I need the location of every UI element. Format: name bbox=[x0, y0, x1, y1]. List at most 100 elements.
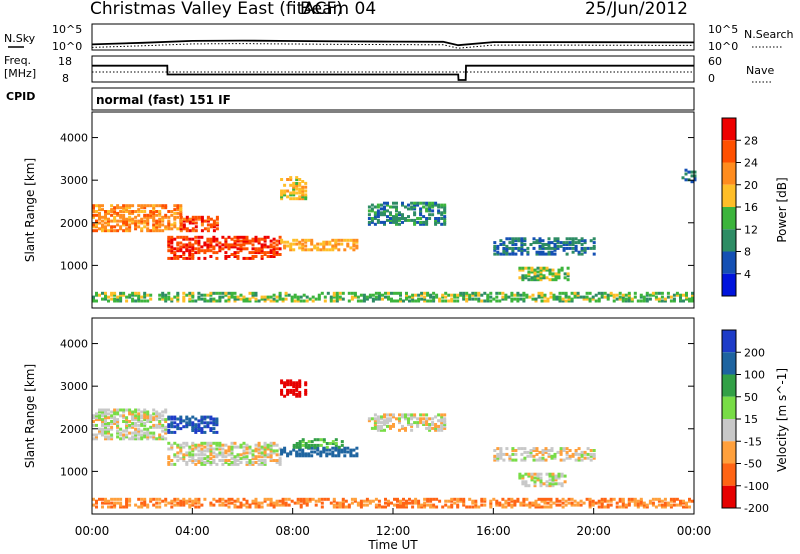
velocity-cell bbox=[188, 459, 192, 462]
velocity-cell bbox=[164, 420, 168, 423]
velocity-cell bbox=[137, 505, 141, 509]
velocity-cell bbox=[556, 450, 560, 454]
power-cell bbox=[522, 299, 526, 303]
velocity-cell bbox=[230, 461, 234, 464]
velocity-cell bbox=[110, 420, 114, 423]
velocity-cell bbox=[194, 497, 198, 501]
velocity-cell bbox=[188, 451, 192, 455]
power-cell bbox=[370, 209, 374, 213]
velocity-cell bbox=[429, 505, 433, 509]
velocity-cell bbox=[554, 482, 558, 486]
power-cell bbox=[275, 253, 279, 256]
power-cell bbox=[212, 239, 216, 243]
power-cell bbox=[116, 299, 120, 303]
power-cell bbox=[349, 238, 353, 242]
power-cell bbox=[200, 229, 204, 233]
velocity-cell bbox=[191, 421, 195, 425]
power-cell bbox=[280, 195, 284, 199]
power-cell bbox=[557, 268, 561, 272]
power-cell bbox=[284, 293, 288, 297]
power-cell bbox=[535, 252, 539, 256]
power-cell bbox=[206, 243, 210, 247]
power-cell bbox=[209, 293, 213, 297]
velocity-cell bbox=[443, 419, 447, 423]
velocity-cell bbox=[125, 501, 129, 505]
velocity-cell bbox=[125, 423, 129, 427]
velocity-cell bbox=[140, 423, 144, 427]
power-cell bbox=[657, 299, 661, 303]
velocity-cell bbox=[322, 450, 326, 454]
velocity-cell bbox=[597, 501, 601, 505]
velocity-cell bbox=[402, 501, 405, 505]
power-cell bbox=[298, 183, 302, 187]
power-cell bbox=[600, 295, 604, 299]
power-cell bbox=[149, 204, 153, 208]
velocity-cell bbox=[155, 497, 159, 501]
power-cell bbox=[541, 250, 545, 254]
power-cell bbox=[179, 221, 183, 225]
power-cell bbox=[191, 291, 195, 295]
velocity-cell bbox=[516, 497, 520, 501]
velocity-cell bbox=[483, 499, 487, 503]
power-cell bbox=[236, 251, 240, 255]
velocity-cell bbox=[529, 454, 533, 458]
power-cell bbox=[526, 250, 530, 254]
power-cell bbox=[533, 268, 537, 272]
power-cell bbox=[353, 293, 357, 297]
power-cell bbox=[504, 295, 508, 299]
velocity-cell bbox=[376, 419, 380, 423]
power-cell bbox=[545, 276, 549, 280]
power-cell bbox=[538, 244, 542, 248]
power-cell bbox=[295, 178, 299, 181]
power-cell bbox=[167, 249, 171, 253]
power-cell bbox=[554, 278, 558, 282]
velocity-cell bbox=[122, 416, 126, 420]
power-cell bbox=[209, 255, 213, 258]
velocity-cell bbox=[197, 461, 201, 464]
power-cell bbox=[408, 299, 411, 303]
power-cell bbox=[194, 247, 198, 251]
velocity-cell bbox=[242, 451, 246, 455]
velocity-cell bbox=[212, 459, 216, 462]
power-cell bbox=[523, 248, 527, 252]
velocity-cell bbox=[173, 499, 177, 503]
velocity-cell bbox=[419, 417, 423, 421]
power-cell bbox=[565, 246, 569, 250]
power-cell bbox=[113, 215, 117, 219]
velocity-cell bbox=[188, 445, 192, 449]
power-cell bbox=[588, 299, 592, 303]
power-cell bbox=[669, 295, 673, 299]
power-cell bbox=[295, 181, 299, 185]
velocity-cell bbox=[474, 501, 478, 505]
power-cell bbox=[236, 256, 240, 260]
power-cell bbox=[170, 247, 174, 251]
velocity-cell bbox=[422, 423, 426, 426]
velocity-cell bbox=[260, 501, 264, 505]
velocity-cell bbox=[113, 505, 117, 509]
velocity-cell bbox=[218, 447, 222, 451]
power-cell bbox=[254, 255, 258, 258]
power-cell bbox=[691, 299, 694, 303]
velocity-cell bbox=[170, 462, 174, 466]
power-cell bbox=[672, 293, 676, 297]
velocity-cell bbox=[398, 417, 401, 421]
power-cell bbox=[164, 225, 168, 229]
power-cell bbox=[474, 293, 478, 297]
velocity-cell bbox=[125, 427, 129, 431]
velocity-cell bbox=[134, 422, 138, 425]
power-cell bbox=[540, 293, 544, 297]
power-cell bbox=[413, 207, 417, 211]
velocity-cell bbox=[104, 497, 107, 501]
power-cell bbox=[113, 299, 117, 303]
power-cell bbox=[104, 217, 107, 221]
power-cell bbox=[530, 270, 534, 274]
velocity-cell bbox=[559, 458, 563, 462]
power-cell bbox=[128, 204, 132, 208]
velocity-cell bbox=[532, 449, 536, 452]
velocity-cell bbox=[627, 503, 631, 507]
velocity-cell bbox=[398, 421, 401, 425]
power-cell bbox=[170, 227, 174, 231]
velocity-cell bbox=[182, 499, 186, 503]
power-cell bbox=[525, 295, 529, 299]
power-cell bbox=[380, 207, 383, 211]
